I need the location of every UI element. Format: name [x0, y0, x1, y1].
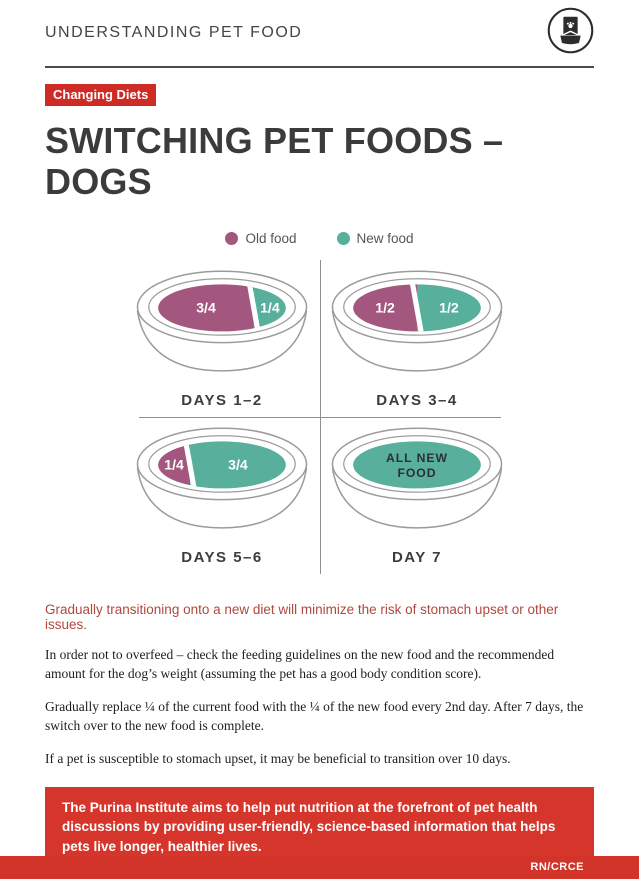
svg-text:3/4: 3/4: [196, 299, 216, 315]
bowl-label: DAYS 3–4: [376, 391, 458, 409]
paragraph: If a pet is susceptible to stomach upset…: [45, 751, 511, 767]
bowl-day-7: ALL NEW FOOD DAY 7: [320, 417, 515, 574]
legend-label: New food: [356, 230, 414, 246]
bowl-quadrant-grid: 3/4 1/4 DAYS 1–2 1/2 1/2 DAYS 3–4 1/4 3/4 D…: [125, 259, 515, 574]
purina-institute-callout: The Purina Institute aims to help put nu…: [45, 786, 594, 868]
svg-text:3/4: 3/4: [228, 456, 248, 472]
header-title: UNDERSTANDING PET FOOD: [45, 24, 303, 41]
changing-diets-badge: Changing Diets: [45, 84, 157, 106]
legend: Old food New food: [0, 231, 639, 246]
bowl-label: DAYS 1–2: [181, 391, 263, 409]
footer-code: RN/CRCE: [530, 861, 584, 873]
svg-text:1/2: 1/2: [439, 299, 459, 315]
header-divider: [45, 66, 594, 68]
bowl-diagram: 3/4 1/4: [128, 260, 316, 389]
legend-item-old-food: Old food: [225, 230, 297, 246]
svg-text:FOOD: FOOD: [397, 466, 436, 480]
svg-text:ALL NEW: ALL NEW: [386, 451, 448, 465]
paragraph: In order not to overfeed – check the fee…: [45, 646, 555, 682]
bowl-label: DAYS 5–6: [181, 548, 263, 566]
old-food-dot-icon: [225, 231, 239, 245]
bowl-diagram: 1/2 1/2: [323, 260, 511, 389]
legend-item-new-food: New food: [336, 230, 414, 246]
svg-text:1/4: 1/4: [260, 299, 280, 315]
bowl-days-3-4: 1/2 1/2 DAYS 3–4: [320, 260, 515, 417]
new-food-dot-icon: [336, 231, 350, 245]
legend-label: Old food: [245, 230, 297, 246]
bowl-diagram: ALL NEW FOOD: [323, 417, 511, 546]
quadrant-divider-horizontal: [138, 416, 501, 418]
pet-food-bag-bowl-icon: [547, 7, 594, 59]
highlight-sentence: Gradually transitioning onto a new diet …: [45, 601, 559, 632]
page-header: UNDERSTANDING PET FOOD: [0, 0, 639, 58]
paragraph: Gradually replace ¼ of the current food …: [45, 698, 584, 734]
bowl-diagram: 1/4 3/4: [128, 417, 316, 546]
svg-text:1/4: 1/4: [164, 456, 184, 472]
body-copy: In order not to overfeed – check the fee…: [0, 645, 639, 769]
bowl-label: DAY 7: [391, 548, 443, 566]
footer-bar: RN/CRCE: [0, 856, 639, 879]
svg-text:1/2: 1/2: [375, 299, 395, 315]
bowl-days-5-6: 1/4 3/4 DAYS 5–6: [125, 417, 320, 574]
page-title: SWITCHING PET FOODS – DOGS: [45, 120, 504, 203]
bowl-days-1-2: 3/4 1/4 DAYS 1–2: [125, 260, 320, 417]
